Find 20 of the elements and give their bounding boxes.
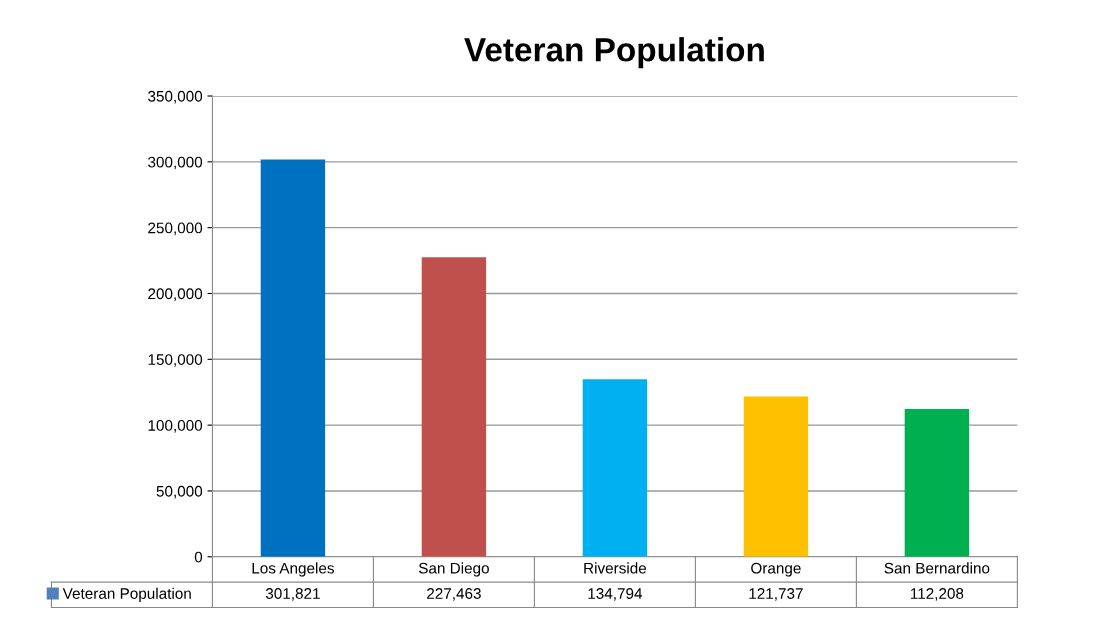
y-tick-label: 0 xyxy=(194,551,203,563)
data-label: 301,821 xyxy=(265,588,320,601)
chart-title: Veteran Population xyxy=(464,37,764,69)
data-label: 227,463 xyxy=(427,588,481,601)
x-tick-label: San Diego xyxy=(418,562,489,577)
y-tick-label: 50,000 xyxy=(156,485,203,499)
x-tick-label: Riverside xyxy=(584,562,647,574)
data-label: 112,208 xyxy=(911,588,964,601)
y-tick-label: 350,000 xyxy=(148,90,203,104)
y-tick-label: 150,000 xyxy=(148,354,203,367)
y-tick-label: 100,000 xyxy=(148,420,203,433)
data-label: 134,794 xyxy=(588,588,643,601)
data-label: 121,737 xyxy=(749,588,803,601)
x-tick-label: Orange xyxy=(751,562,801,577)
text: Veteran Population xyxy=(62,587,191,602)
x-tick-label: Los Angeles xyxy=(252,562,334,577)
y-tick-label: 300,000 xyxy=(148,156,203,170)
y-tick-label: 250,000 xyxy=(148,222,203,236)
y-tick-label: 200,000 xyxy=(148,288,203,301)
x-tick-label: San Bernardino xyxy=(884,562,990,574)
